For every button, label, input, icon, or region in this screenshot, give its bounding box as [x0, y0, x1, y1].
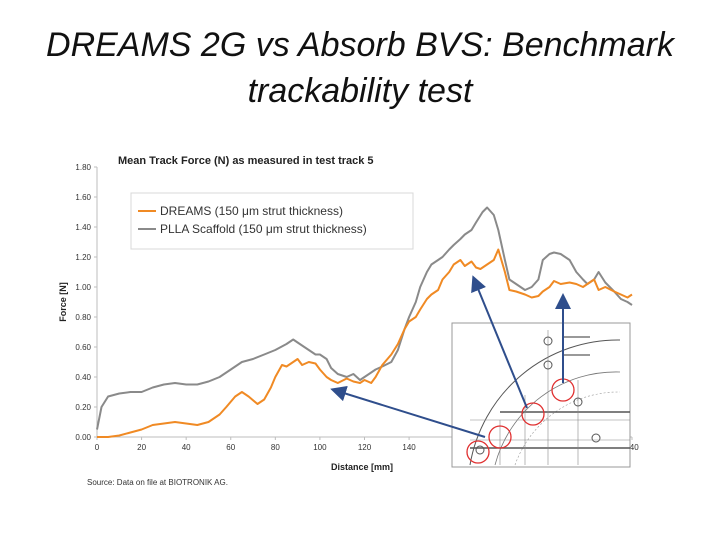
pointer-arrow — [330, 385, 486, 438]
y-tick-label: 0.40 — [75, 373, 91, 382]
x-tick-label: 0 — [95, 443, 100, 452]
highlight-circle — [488, 425, 512, 449]
y-tick-label: 0.60 — [75, 343, 91, 352]
pointer-arrow — [471, 275, 528, 409]
series-line-0 — [97, 248, 633, 438]
slide-title-line2: trackability test — [247, 72, 473, 110]
x-tick-label: 100 — [313, 443, 327, 452]
x-tick-label: 80 — [271, 443, 280, 452]
highlight-circle — [466, 440, 490, 464]
y-tick-label: 1.80 — [75, 163, 91, 172]
chart-axes: 0.00 0.20 0.40 0.60 0.80 1.00 1.20 1.40 1.60 1.80… — [58, 163, 639, 472]
source-note: Source: Data on file at BIOTRONIK AG. — [87, 478, 228, 487]
crosshair-marker-icon — [475, 445, 485, 455]
crosshair-marker-icon — [543, 360, 553, 370]
schematic-arc-outer — [469, 339, 621, 466]
x-tick-label: 140 — [402, 443, 416, 452]
x-tick-label: 60 — [226, 443, 235, 452]
y-tick-label: 1.00 — [75, 283, 91, 292]
chart-series-lines — [96, 206, 633, 438]
y-tick-label: 0.80 — [75, 313, 91, 322]
legend-box — [130, 192, 414, 250]
highlight-circle — [521, 402, 545, 426]
slide-title: DREAMS 2G vs Absorb BVS: Benchmark tracka… — [20, 22, 700, 114]
y-tick-label: 1.60 — [75, 193, 91, 202]
x-axis-label: Distance [mm] — [331, 462, 393, 472]
pointer-arrows — [330, 275, 571, 438]
y-tick-label: 1.20 — [75, 253, 91, 262]
y-tick-label: 0.00 — [75, 433, 91, 442]
legend-label: DREAMS (150 μm strut thickness) — [160, 204, 343, 218]
x-tick-label: 20 — [137, 443, 146, 452]
chart-legend: DREAMS (150 μm strut thickness) PLLA Scaf… — [130, 192, 414, 250]
slide-title-line1: DREAMS 2G vs Absorb BVS: Benchmark — [46, 26, 674, 64]
test-track-schematic — [451, 322, 631, 468]
crosshair-marker-icon — [543, 336, 553, 346]
chart-title: Mean Track Force (N) as measured in test… — [118, 155, 374, 167]
y-tick-label: 1.40 — [75, 223, 91, 232]
x-tick-label: 240 — [625, 443, 639, 452]
series-line-1 — [96, 206, 633, 430]
schematic-arc-inner — [494, 371, 621, 466]
legend-label: PLLA Scaffold (150 μm strut thickness) — [160, 222, 367, 236]
y-tick-label: 0.20 — [75, 403, 91, 412]
crosshair-marker-icon — [573, 397, 583, 407]
x-tick-label: 120 — [358, 443, 372, 452]
x-tick-label: 40 — [182, 443, 191, 452]
y-axis-label: Force [N] — [58, 282, 68, 322]
crosshair-marker-icon — [591, 433, 601, 443]
schematic-frame — [451, 322, 631, 468]
